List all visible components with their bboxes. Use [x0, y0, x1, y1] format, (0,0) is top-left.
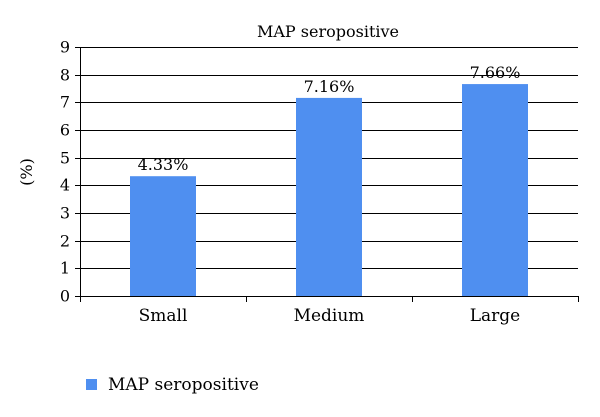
y-tick-label: 9	[60, 38, 70, 57]
y-tick-label: 4	[60, 176, 70, 195]
bar-large	[462, 84, 528, 296]
legend-label: MAP seropositive	[108, 375, 259, 395]
y-tick-label: 3	[60, 204, 70, 223]
data-label: 4.33%	[138, 155, 189, 174]
bar-medium	[296, 97, 362, 296]
y-axis-title: (%)	[17, 158, 36, 186]
axes	[75, 47, 579, 302]
y-tick-label: 7	[60, 93, 70, 112]
bars	[130, 84, 528, 296]
y-tick-label: 5	[60, 149, 70, 168]
x-category-labels: Small Medium Large	[139, 306, 521, 326]
y-tick-label: 6	[60, 121, 70, 140]
data-label: 7.16%	[304, 77, 355, 96]
y-tick-label: 1	[60, 259, 70, 278]
x-category-label: Large	[470, 306, 521, 326]
x-category-label: Small	[139, 306, 188, 326]
x-category-label: Medium	[294, 306, 365, 326]
y-tick-label: 0	[60, 287, 70, 306]
data-labels: 4.33% 7.16% 7.66%	[138, 63, 521, 174]
y-tick-labels: 0 1 2 3 4 5 6 7 8 9	[60, 38, 70, 306]
legend: MAP seropositive	[86, 375, 259, 395]
legend-swatch	[86, 379, 97, 390]
bar-small	[130, 176, 196, 296]
chart-title: MAP seropositive	[257, 22, 399, 41]
y-tick-label: 8	[60, 66, 70, 85]
y-tick-label: 2	[60, 232, 70, 251]
data-label: 7.66%	[470, 63, 521, 82]
